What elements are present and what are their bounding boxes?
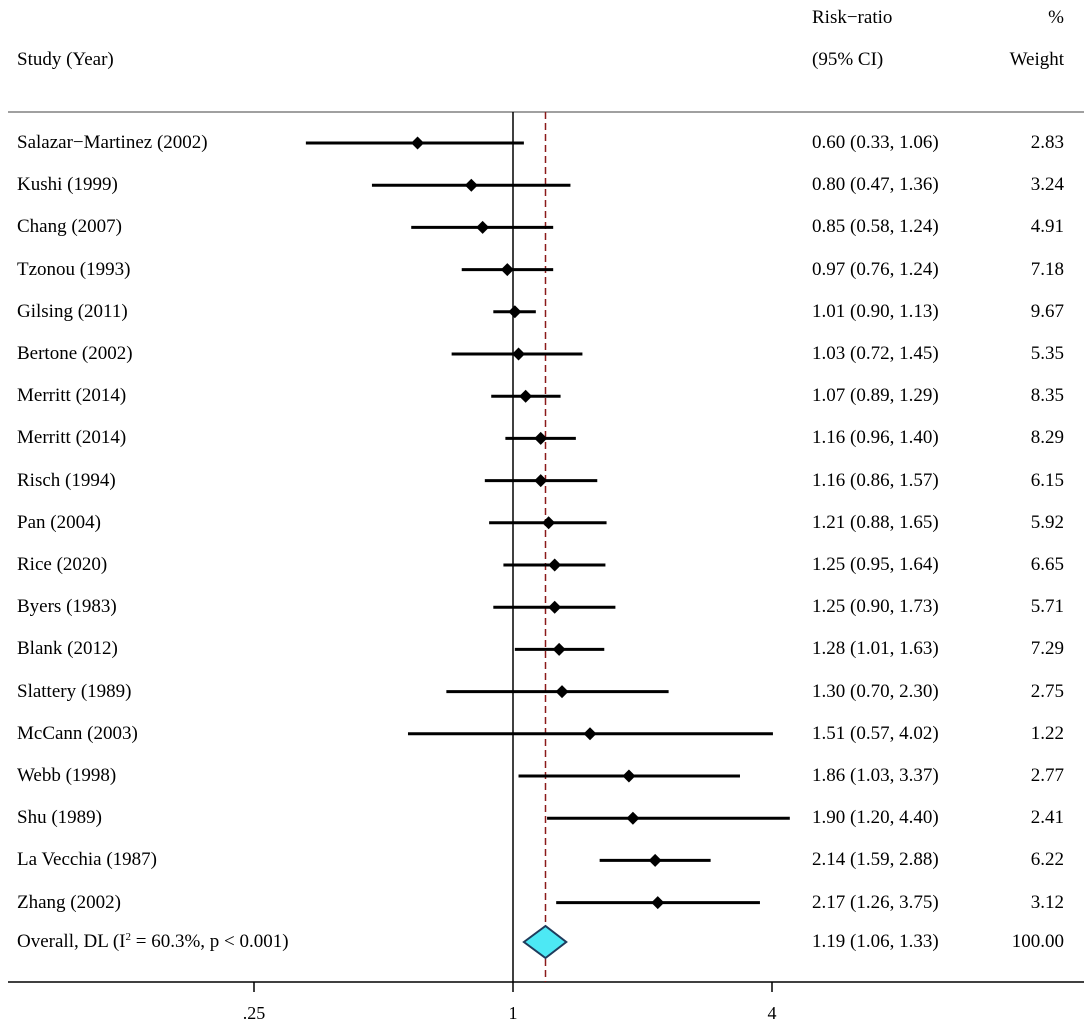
study-weight-text: 2.83: [1030, 132, 1064, 153]
overall-diamond: [522, 924, 568, 960]
point-estimate-marker: [500, 263, 514, 277]
study-ci-text: 1.16 (0.86, 1.57): [812, 469, 939, 491]
study-label: Tzonou (1993): [17, 258, 131, 280]
study-weight-text: 8.35: [1030, 385, 1064, 407]
point-estimate-marker: [508, 305, 522, 319]
point-estimate-marker: [626, 811, 640, 825]
point-estimate-marker: [583, 727, 597, 741]
study-ci-text: 1.86 (1.03, 3.37): [812, 765, 939, 786]
study-label: Chang (2007): [17, 216, 123, 238]
study-label: Blank (2012): [17, 638, 118, 660]
point-estimate-marker: [534, 474, 548, 488]
point-estimate-marker: [534, 431, 548, 445]
study-weight-text: 3.12: [1030, 891, 1064, 913]
point-estimate-marker: [542, 516, 556, 530]
study-ci-text: 0.80 (0.47, 1.36): [812, 174, 939, 196]
study-label: Merritt (2014): [17, 427, 127, 449]
study-weight-text: 7.29: [1030, 638, 1064, 660]
study-label: Merritt (2014): [17, 385, 127, 407]
point-estimate-marker: [519, 389, 533, 403]
study-weight-text: 7.18: [1030, 258, 1064, 280]
study-weight-text: 2.41: [1030, 807, 1064, 829]
x-tick-label: 1: [508, 1003, 518, 1023]
study-ci-text: 0.60 (0.33, 1.06): [812, 132, 939, 153]
study-label: Risch (1994): [17, 469, 116, 491]
study-ci-text: 0.97 (0.76, 1.24): [812, 258, 939, 280]
x-tick-label: .25: [242, 1003, 266, 1023]
study-weight-text: 2.77: [1030, 765, 1064, 786]
header-study: Study (Year): [17, 49, 114, 70]
x-tick-label: 4: [767, 1003, 777, 1023]
study-weight-text: 1.22: [1030, 722, 1064, 744]
study-label: Zhang (2002): [17, 891, 121, 913]
study-weight-text: 5.35: [1030, 343, 1064, 364]
study-ci-text: 1.21 (0.88, 1.65): [812, 511, 939, 533]
study-label: Rice (2020): [17, 554, 108, 575]
study-ci-text: 1.90 (1.20, 4.40): [812, 807, 939, 829]
point-estimate-marker: [651, 896, 665, 910]
point-estimate-marker: [411, 136, 425, 150]
study-weight-text: 6.15: [1030, 469, 1064, 491]
overall-label: Overall, DL (I2 = 60.3%, p < 0.001): [17, 930, 289, 953]
point-estimate-marker: [622, 769, 636, 783]
study-ci-text: 2.17 (1.26, 3.75): [812, 891, 939, 913]
study-weight-text: 4.91: [1030, 216, 1064, 238]
header-effect-line2: (95% CI): [812, 49, 884, 70]
study-label: Salazar−Martinez (2002): [17, 132, 208, 153]
study-weight-text: 5.71: [1030, 596, 1064, 618]
study-label: Shu (1989): [17, 807, 102, 829]
point-estimate-marker: [548, 558, 562, 572]
study-ci-text: 1.25 (0.90, 1.73): [812, 596, 939, 618]
study-weight-text: 3.24: [1030, 174, 1064, 196]
study-ci-text: 1.30 (0.70, 2.30): [812, 680, 939, 702]
study-weight-text: 2.75: [1030, 680, 1064, 702]
study-ci-text: 1.28 (1.01, 1.63): [812, 638, 939, 660]
point-estimate-marker: [552, 642, 566, 656]
header-weight-line1: %: [1048, 7, 1064, 28]
study-label: Gilsing (2011): [17, 300, 128, 322]
study-label: Webb (1998): [17, 765, 117, 786]
point-estimate-marker: [648, 853, 662, 867]
study-ci-text: 1.03 (0.72, 1.45): [812, 343, 939, 364]
study-weight-text: 6.22: [1030, 849, 1064, 871]
study-ci-text: 2.14 (1.59, 2.88): [812, 849, 939, 871]
study-weight-text: 9.67: [1030, 300, 1064, 322]
study-label: Bertone (2002): [17, 343, 133, 364]
study-label: Pan (2004): [17, 511, 101, 533]
point-estimate-marker: [555, 685, 569, 699]
point-estimate-marker: [476, 220, 490, 234]
point-estimate-marker: [464, 178, 478, 192]
study-ci-text: 0.85 (0.58, 1.24): [812, 216, 939, 238]
study-label: La Vecchia (1987): [17, 849, 157, 871]
study-marks: [305, 136, 790, 910]
study-label: Kushi (1999): [17, 174, 118, 196]
x-axis-ticks: [253, 982, 773, 992]
overall-ci: 1.19 (1.06, 1.33): [812, 931, 939, 952]
study-weight-text: 5.92: [1030, 511, 1064, 533]
header-effect-line1: Risk−ratio: [812, 7, 893, 28]
study-label: Slattery (1989): [17, 680, 132, 702]
point-estimate-marker: [548, 600, 562, 614]
study-label: McCann (2003): [17, 722, 138, 744]
header-weight-line2: Weight: [1009, 49, 1064, 70]
study-ci-text: 1.51 (0.57, 4.02): [812, 722, 939, 744]
study-ci-text: 1.16 (0.96, 1.40): [812, 427, 939, 449]
study-ci-text: 1.07 (0.89, 1.29): [812, 385, 939, 407]
study-ci-text: 1.01 (0.90, 1.13): [812, 300, 939, 322]
point-estimate-marker: [512, 347, 526, 361]
study-ci-text: 1.25 (0.95, 1.64): [812, 554, 939, 575]
study-weight-text: 6.65: [1030, 554, 1064, 575]
overall-weight: 100.00: [1011, 931, 1064, 952]
study-label: Byers (1983): [17, 596, 117, 618]
study-weight-text: 8.29: [1030, 427, 1064, 449]
